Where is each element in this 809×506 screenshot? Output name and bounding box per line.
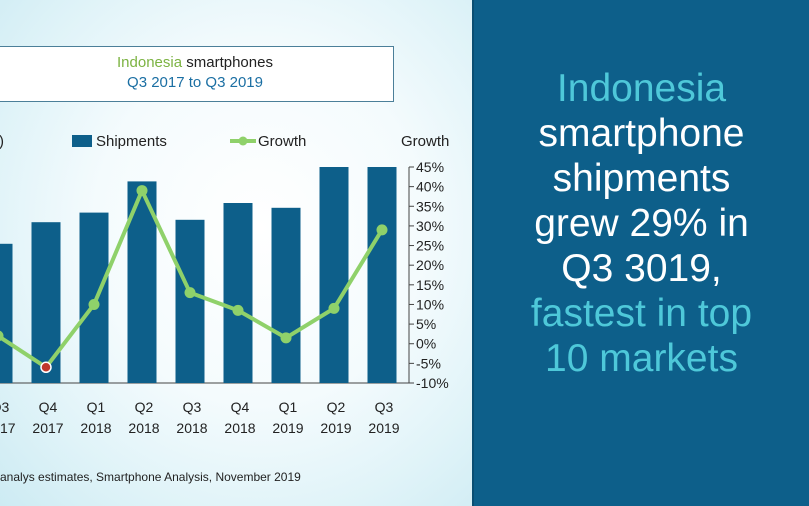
y-tick-label: 25% xyxy=(416,238,444,254)
x-tick-label-year: 2019 xyxy=(272,420,303,436)
x-tick-label-year: 2018 xyxy=(128,420,159,436)
x-tick-label-year: 2018 xyxy=(224,420,255,436)
chart-title-rest: smartphones xyxy=(186,54,273,71)
growth-point xyxy=(376,224,388,236)
x-tick-label-year: 2019 xyxy=(320,420,351,436)
headline-line-7: 10 markets xyxy=(545,337,738,380)
panel-divider xyxy=(472,0,474,506)
chart-title: Indonesia smartphones xyxy=(0,53,393,73)
headline-line-1: Indonesia xyxy=(556,67,727,110)
chart-title-box: Indonesia smartphones Q3 2017 to Q3 2019 xyxy=(0,46,394,102)
legend-shipments-label: Shipments xyxy=(96,133,167,150)
y-tick-label: 0% xyxy=(416,336,436,352)
growth-point xyxy=(0,330,4,341)
y-tick-label: 40% xyxy=(416,179,444,195)
y-tick-label: 5% xyxy=(416,316,436,332)
growth-point xyxy=(136,185,148,197)
chart-panel: Indonesia smartphones Q3 2017 to Q3 2019… xyxy=(0,0,472,506)
headline-line-5: Q3 3019, xyxy=(561,247,722,290)
growth-point xyxy=(184,287,196,299)
x-tick-label-quarter: Q1 xyxy=(279,399,298,415)
x-tick-label-year: 2019 xyxy=(368,420,399,436)
x-tick-label-quarter: Q3 xyxy=(183,399,202,415)
headline-line-6: fastest in top xyxy=(530,292,753,335)
y-tick-label: -10% xyxy=(416,375,449,391)
x-tick-label-year: 2017 xyxy=(0,420,16,436)
growth-point xyxy=(280,332,292,344)
right-axis-title: Growth xyxy=(401,133,449,150)
shipments-bar xyxy=(223,203,253,383)
shipments-bar xyxy=(175,219,205,383)
growth-point xyxy=(232,304,244,316)
legend-growth-marker xyxy=(238,136,248,146)
y-tick-label: 10% xyxy=(416,296,444,312)
y-tick-label: -5% xyxy=(416,355,441,371)
y-tick-label: 20% xyxy=(416,257,444,273)
shipments-growth-chart: ) Shipments Growth Growth 45% 40% 35% 30% 25… xyxy=(0,133,449,436)
y-tick-label: 30% xyxy=(416,218,444,234)
shipments-bar xyxy=(0,243,13,383)
x-tick-label-quarter: Q2 xyxy=(327,399,346,415)
headline-line-2: smartphone xyxy=(538,112,745,155)
y-tick-label: 15% xyxy=(416,277,444,293)
shipments-bar xyxy=(79,212,109,383)
legend-shipments-swatch xyxy=(72,135,92,147)
x-tick-label-quarter: Q4 xyxy=(39,399,58,415)
x-tick-label-year: 2018 xyxy=(80,420,111,436)
y-tick-label: 45% xyxy=(416,159,444,175)
source-note: analys estimates, Smartphone Analysis, N… xyxy=(0,470,301,484)
left-axis-label-fragment: ) xyxy=(0,133,4,150)
chart-title-accent: Indonesia xyxy=(117,54,183,71)
shipments-bar xyxy=(367,167,397,383)
x-tick-label-quarter: Q3 xyxy=(375,399,394,415)
growth-point xyxy=(40,361,52,374)
x-tick-label-quarter: Q4 xyxy=(231,399,250,415)
shipments-bar xyxy=(271,207,301,383)
shipments-bar xyxy=(319,167,349,383)
headline-line-4: grew 29% in xyxy=(534,202,749,245)
x-tick-label-quarter: Q2 xyxy=(135,399,154,415)
legend-growth-label: Growth xyxy=(258,133,306,150)
chart-subtitle: Q3 2017 to Q3 2019 xyxy=(127,74,263,91)
x-tick-label-year: 2018 xyxy=(176,420,207,436)
growth-point xyxy=(328,302,340,314)
growth-point xyxy=(88,298,100,310)
headline-text: Indonesia smartphone shipments grew 29% … xyxy=(474,66,809,381)
headline-panel: Indonesia smartphone shipments grew 29% … xyxy=(472,0,809,506)
x-tick-label-quarter: Q1 xyxy=(87,399,106,415)
y-tick-label: 35% xyxy=(416,198,444,214)
x-tick-label-year: 2017 xyxy=(32,420,63,436)
x-tick-label-quarter: Q3 xyxy=(0,399,10,415)
headline-line-3: shipments xyxy=(552,157,731,200)
